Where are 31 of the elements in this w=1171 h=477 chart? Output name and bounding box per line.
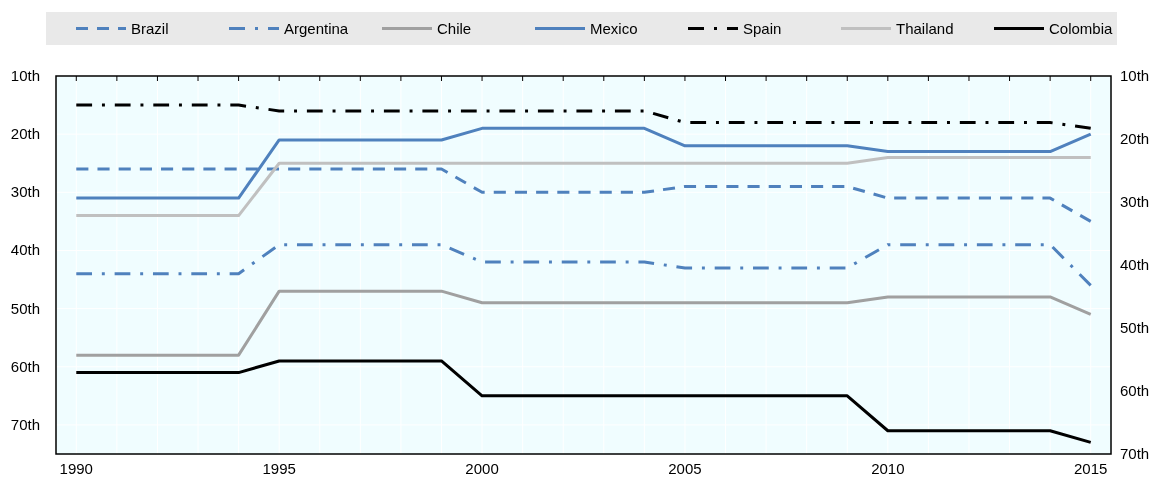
legend-label: Spain: [743, 20, 782, 37]
y2-tick-label: 10th: [1120, 67, 1150, 84]
y-tick-label: 20th: [10, 125, 40, 143]
legend-label: Thailand: [896, 20, 954, 37]
x-tick-label: 2015: [1074, 460, 1108, 477]
line-series: [74, 103, 1093, 130]
y-tick-label: 10th: [10, 67, 40, 84]
y2-tick-label: 70th: [1120, 445, 1150, 462]
y2-tick-label: 30th: [1120, 193, 1150, 210]
legend-label: Mexico: [590, 20, 638, 37]
x-tick-label: 2005: [668, 460, 702, 477]
y2-tick-label: 20th: [1120, 130, 1150, 147]
x-tick-label: 2000: [465, 460, 499, 477]
line-series: [74, 359, 1093, 444]
y2-tick-label: 40th: [1120, 256, 1150, 273]
legend-label: Chile: [437, 20, 472, 37]
line-series: [74, 243, 1093, 287]
line-series: [74, 289, 1093, 357]
y-tick-label: 50th: [10, 299, 40, 317]
y2-tick-label: 60th: [1120, 382, 1150, 399]
x-tick-label: 1995: [262, 460, 296, 477]
x-tick-label: 1990: [59, 460, 93, 477]
y-tick-label: 30th: [10, 183, 40, 201]
legend-label: Colombia: [1049, 20, 1114, 37]
legend-label: Argentina: [284, 20, 349, 37]
x-tick-label: 2010: [871, 460, 905, 477]
y-tick-label: 60th: [10, 357, 40, 375]
y-tick-label: 70th: [10, 415, 40, 433]
legend-label: Brazil: [131, 20, 169, 37]
y-tick-label: 40th: [10, 241, 40, 259]
y2-tick-label: 50th: [1120, 319, 1150, 336]
